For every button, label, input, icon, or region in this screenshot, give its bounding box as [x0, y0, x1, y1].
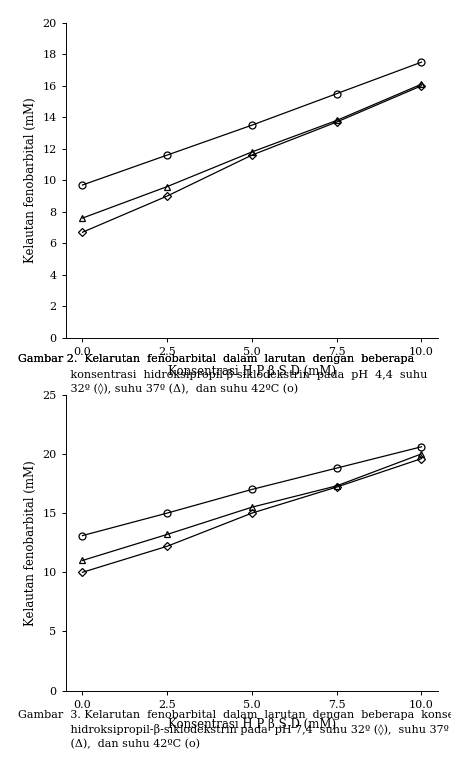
X-axis label: Konsentrasi H P β S D (mM): Konsentrasi H P β S D (mM)	[168, 718, 335, 731]
Y-axis label: Kelautan fenobarbital (mM): Kelautan fenobarbital (mM)	[23, 460, 37, 625]
Text: Gambar  3. Kelarutan  fenobarbital  dalam  larutan  dengan  beberapa  konsentras: Gambar 3. Kelarutan fenobarbital dalam l…	[18, 710, 451, 749]
Text: Gambar 2.  Kelarutan  fenobarbital  dalam  larutan  dengan  beberapa: Gambar 2. Kelarutan fenobarbital dalam l…	[18, 354, 414, 364]
Text: Gambar 2.  Kelarutan  fenobarbital  dalam  larutan  dengan  beberapa
           : Gambar 2. Kelarutan fenobarbital dalam l…	[18, 354, 427, 395]
Y-axis label: Kelautan fenobarbital (mM): Kelautan fenobarbital (mM)	[23, 97, 37, 263]
X-axis label: Konsentrasi H P β S D (mM): Konsentrasi H P β S D (mM)	[168, 365, 335, 378]
